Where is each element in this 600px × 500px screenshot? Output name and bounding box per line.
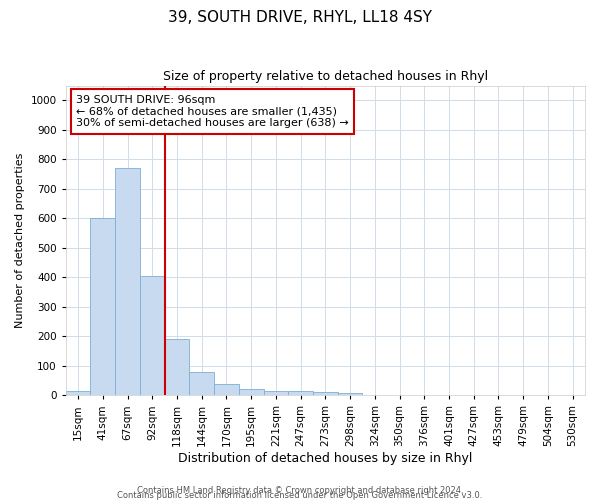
Bar: [164, 339, 190, 396]
Bar: [140, 276, 164, 396]
Bar: [239, 390, 263, 396]
X-axis label: Distribution of detached houses by size in Rhyl: Distribution of detached houses by size …: [178, 452, 473, 465]
Bar: [338, 393, 362, 396]
Text: 39 SOUTH DRIVE: 96sqm
← 68% of detached houses are smaller (1,435)
30% of semi-d: 39 SOUTH DRIVE: 96sqm ← 68% of detached …: [76, 95, 349, 128]
Bar: [263, 391, 288, 396]
Bar: [190, 372, 214, 396]
Bar: [115, 168, 140, 396]
Title: Size of property relative to detached houses in Rhyl: Size of property relative to detached ho…: [163, 70, 488, 83]
Bar: [66, 391, 91, 396]
Text: Contains HM Land Registry data © Crown copyright and database right 2024.: Contains HM Land Registry data © Crown c…: [137, 486, 463, 495]
Bar: [288, 392, 313, 396]
Y-axis label: Number of detached properties: Number of detached properties: [15, 152, 25, 328]
Bar: [313, 392, 338, 396]
Text: Contains public sector information licensed under the Open Government Licence v3: Contains public sector information licen…: [118, 491, 482, 500]
Bar: [91, 218, 115, 396]
Text: 39, SOUTH DRIVE, RHYL, LL18 4SY: 39, SOUTH DRIVE, RHYL, LL18 4SY: [168, 10, 432, 25]
Bar: [214, 384, 239, 396]
